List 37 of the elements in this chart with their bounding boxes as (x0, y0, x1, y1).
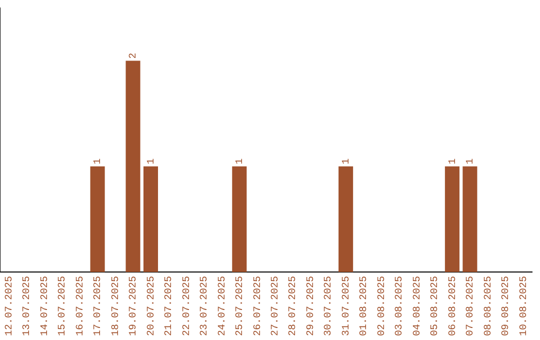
data-label: 1 (448, 158, 459, 164)
data-label: 1 (466, 158, 477, 164)
x-tick-label: 21.07.2025 (164, 276, 176, 336)
x-tick-label: 10.08.2025 (518, 276, 530, 336)
x-tick-label: 27.07.2025 (270, 276, 282, 336)
x-tick-label: 06.08.2025 (448, 276, 459, 336)
x-tick-label: 19.07.2025 (128, 276, 140, 336)
data-label: 1 (341, 158, 352, 164)
x-tick-label: 03.08.2025 (394, 276, 406, 336)
x-tick-label: 04.08.2025 (412, 276, 424, 336)
x-tick-label: 16.07.2025 (75, 276, 86, 336)
x-tick-label: 01.08.2025 (359, 276, 370, 336)
data-label: 1 (235, 158, 246, 164)
x-tick-label: 30.07.2025 (324, 276, 335, 336)
x-tick-label: 08.08.2025 (483, 276, 494, 336)
x-tick-label: 29.07.2025 (306, 276, 317, 336)
x-tick-label: 13.07.2025 (22, 276, 34, 336)
x-tick-label: 25.07.2025 (235, 276, 246, 336)
x-tick-label: 23.07.2025 (200, 276, 211, 336)
data-label: 1 (93, 158, 104, 164)
x-tick-label: 28.07.2025 (288, 276, 300, 336)
x-tick-label: 22.07.2025 (182, 276, 193, 336)
x-tick-label: 26.07.2025 (252, 276, 264, 336)
x-tick-label: 17.07.2025 (93, 276, 104, 336)
x-tick-label: 24.07.2025 (217, 276, 228, 336)
x-tick-label: 20.07.2025 (146, 276, 158, 336)
x-tick-label: 05.08.2025 (430, 276, 442, 336)
data-label: 1 (146, 158, 158, 164)
x-tick-label: 07.08.2025 (466, 276, 477, 336)
x-tick-label: 02.08.2025 (376, 276, 388, 336)
x-tick-label: 15.07.2025 (58, 276, 69, 336)
x-tick-label: 18.07.2025 (110, 276, 122, 336)
data-label: 2 (128, 52, 140, 59)
x-tick-label: 31.07.2025 (341, 276, 352, 336)
x-tick-label: 09.08.2025 (501, 276, 512, 336)
x-tick-label: 14.07.2025 (40, 276, 51, 336)
x-tick-label: 12.07.2025 (4, 276, 16, 336)
